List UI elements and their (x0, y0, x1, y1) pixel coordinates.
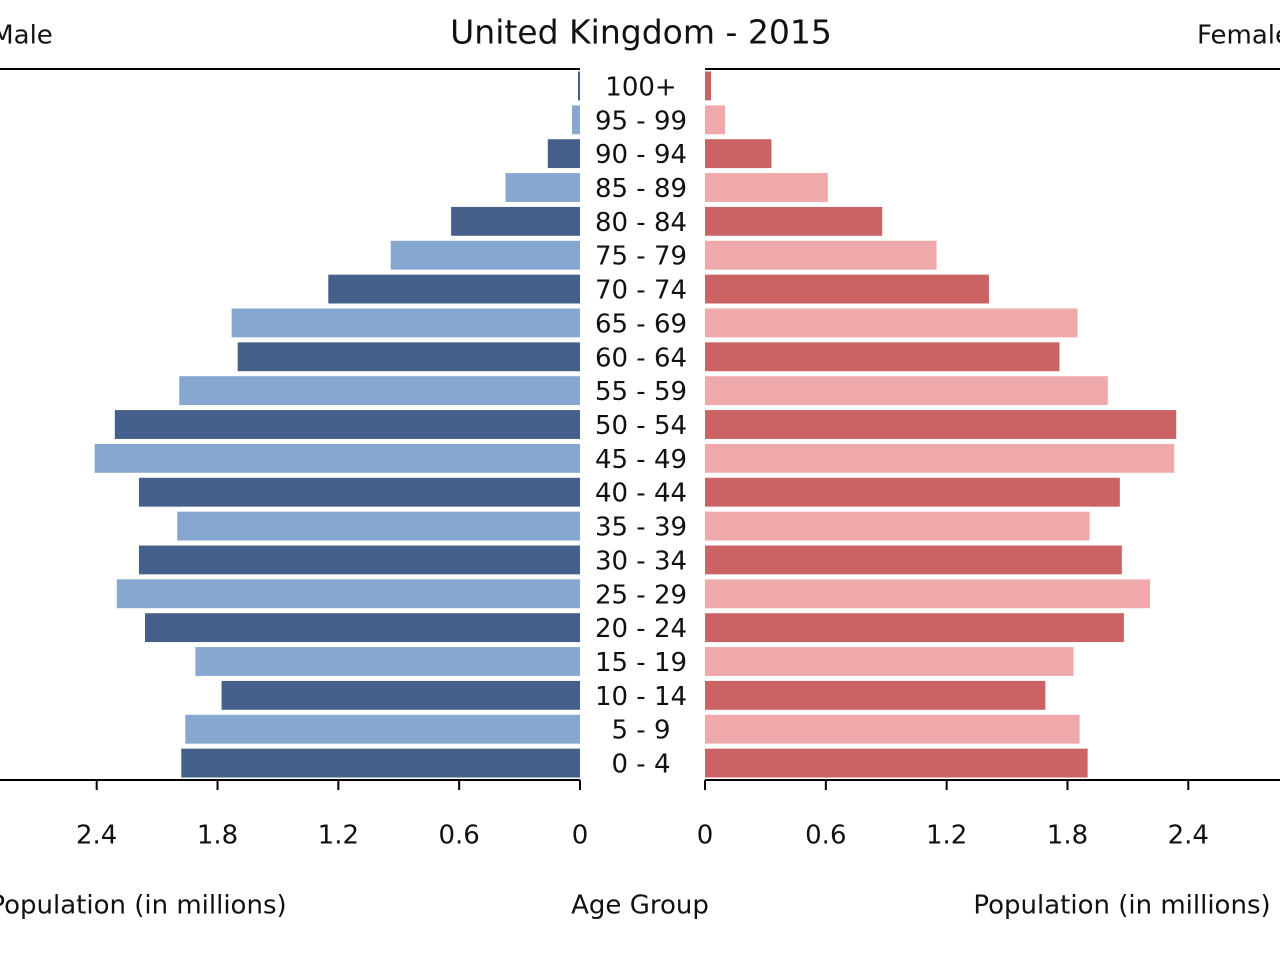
bar (705, 240, 937, 270)
bar (705, 511, 1090, 541)
bar (231, 308, 580, 338)
category-label: 30 - 34 (595, 546, 687, 576)
bar (705, 443, 1175, 473)
bar (116, 579, 581, 609)
bar (705, 545, 1122, 575)
bar (705, 206, 883, 236)
x-tick-label: 1.2 (318, 821, 359, 851)
category-label: 5 - 9 (612, 716, 671, 746)
bar (705, 308, 1078, 338)
bar (705, 410, 1177, 439)
x-tick-label: 1.8 (1047, 821, 1088, 851)
bar (505, 173, 580, 202)
bar (705, 647, 1074, 676)
x-tick-label: 0 (697, 821, 714, 851)
bar (705, 105, 726, 135)
x-tick-label: 1.8 (197, 821, 238, 851)
bar (577, 71, 580, 101)
category-label: 25 - 29 (595, 580, 687, 610)
category-label: 45 - 49 (595, 445, 687, 475)
category-label: 35 - 39 (595, 513, 687, 543)
bar (138, 545, 580, 575)
category-label: 85 - 89 (595, 174, 687, 204)
bar (145, 613, 580, 643)
category-label: 75 - 79 (595, 242, 687, 272)
category-label: 10 - 14 (595, 682, 687, 712)
bar (390, 240, 580, 270)
bar (705, 477, 1120, 507)
category-label: 100+ (605, 72, 676, 102)
bar (177, 511, 580, 541)
category-label: 15 - 19 (595, 648, 687, 678)
bar (94, 443, 580, 473)
bar (705, 274, 989, 304)
category-label: 65 - 69 (595, 309, 687, 339)
bar (547, 139, 580, 169)
bar (185, 714, 580, 744)
x-tick-label: 2.4 (1168, 821, 1209, 851)
category-label: 70 - 74 (595, 276, 687, 306)
x-tick-label: 0.6 (438, 821, 479, 851)
bar (705, 71, 712, 101)
bar (705, 613, 1124, 643)
bar (705, 714, 1080, 744)
x-tick-label: 0 (572, 821, 589, 851)
category-label: 20 - 24 (595, 614, 687, 644)
category-label: 95 - 99 (595, 106, 687, 136)
bar (114, 410, 581, 439)
x-axis-label: Population (in millions) (973, 891, 1270, 921)
bar (705, 579, 1151, 609)
category-label: 50 - 54 (595, 411, 687, 441)
chart-title: United Kingdom - 2015 (450, 13, 832, 52)
category-axis-label: Age Group (571, 891, 709, 921)
legend-label: Female (1197, 21, 1280, 51)
x-tick-label: 0.6 (805, 821, 846, 851)
category-label: 60 - 64 (595, 343, 687, 373)
bar (221, 680, 580, 710)
x-tick-label: 2.4 (76, 821, 117, 851)
bar (705, 342, 1060, 372)
bar (179, 376, 580, 406)
category-label: 0 - 4 (612, 750, 671, 780)
legend-label: Male (0, 21, 53, 51)
bar (705, 748, 1088, 778)
bar (705, 173, 828, 202)
bar (705, 376, 1108, 406)
bar (237, 342, 581, 372)
bar (705, 139, 772, 169)
bar (451, 206, 580, 236)
x-tick-label: 1.2 (926, 821, 967, 851)
category-label: 55 - 59 (595, 377, 687, 407)
bar (181, 748, 580, 778)
bar (138, 477, 580, 507)
bar (328, 274, 580, 304)
x-axis-label: Population (in millions) (0, 891, 287, 921)
bar (195, 647, 580, 676)
category-label: 90 - 94 (595, 140, 687, 170)
category-label: 80 - 84 (595, 208, 687, 238)
bar (571, 105, 580, 135)
category-label: 40 - 44 (595, 479, 687, 509)
bar (705, 680, 1046, 710)
